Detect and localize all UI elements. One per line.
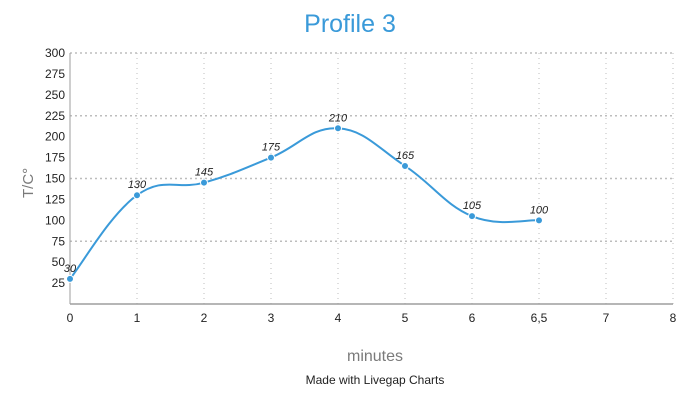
chart-title: Profile 3: [304, 10, 396, 38]
data-point: [334, 124, 342, 133]
y-tick-label: 75: [52, 234, 66, 248]
data-point: [66, 274, 74, 283]
y-tick-label: 250: [45, 88, 65, 102]
x-tick-label: 4: [335, 311, 342, 325]
x-tick-label: 8: [670, 311, 677, 325]
x-tick-label: 3: [268, 311, 275, 325]
y-tick-label: 100: [45, 213, 65, 227]
x-tick-label: 6,5: [531, 311, 548, 325]
x-tick-label: 1: [134, 311, 141, 325]
credit-text: Made with Livegap Charts: [305, 373, 445, 387]
data-label: 130: [128, 179, 147, 191]
x-tick-label: 6: [469, 311, 476, 325]
x-tick-label: 7: [603, 311, 610, 325]
data-label: 165: [396, 150, 415, 162]
data-label: 30: [64, 263, 77, 275]
data-point: [133, 191, 141, 200]
data-label: 100: [530, 204, 549, 216]
y-tick-label: 200: [45, 130, 65, 144]
data-label: 145: [195, 167, 214, 179]
x-tick-label: 5: [402, 311, 409, 325]
y-tick-label: 150: [45, 172, 65, 186]
data-point: [267, 153, 275, 162]
data-point: [468, 212, 476, 221]
data-label: 175: [262, 142, 281, 154]
data-label: 105: [463, 200, 482, 212]
x-axis-label: minutes: [346, 348, 404, 365]
data-point: [401, 161, 409, 170]
y-tick-label: 275: [45, 67, 65, 81]
y-tick-label: 25: [52, 276, 66, 290]
data-point: [200, 178, 208, 187]
y-tick-label: 125: [45, 192, 65, 206]
y-tick-label: 225: [45, 109, 65, 123]
x-tick-label: 0: [67, 311, 74, 325]
y-tick-label: 175: [45, 151, 65, 165]
data-label: 210: [328, 112, 348, 124]
data-point: [535, 216, 543, 225]
x-tick-label: 2: [201, 311, 208, 325]
y-tick-label: 300: [45, 46, 65, 60]
y-tick-label: 50: [52, 255, 66, 269]
